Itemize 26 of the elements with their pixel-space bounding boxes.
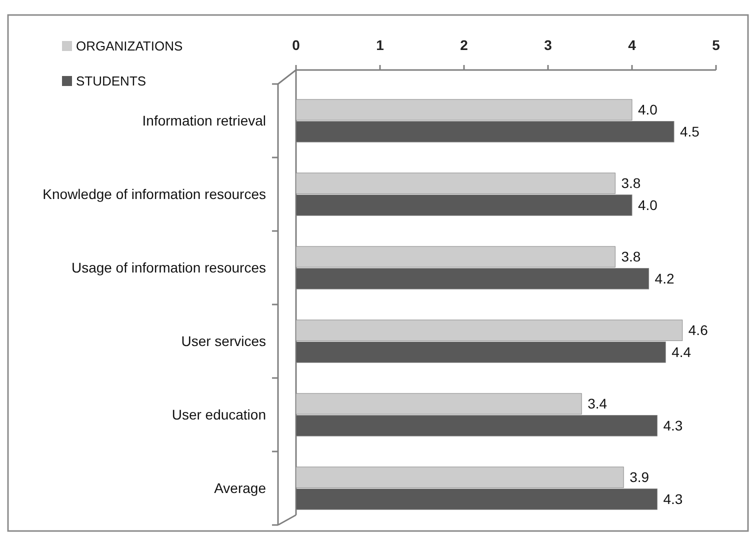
data-label: 4.3 — [663, 491, 683, 508]
y-tick-label: User services — [181, 333, 266, 350]
x-tick-label: 0 — [292, 37, 300, 53]
data-label: 4.0 — [638, 197, 658, 214]
y-tick-label: Usage of information resources — [71, 260, 266, 276]
y-tick-label: Knowledge of information resources — [42, 186, 266, 202]
data-label: 4.2 — [654, 270, 674, 287]
x-tick-label: 1 — [376, 37, 384, 53]
y-tick-label: Information retrieval — [142, 112, 266, 129]
x-tick-label: 3 — [544, 37, 552, 53]
data-label: 3.9 — [630, 469, 650, 486]
data-label: 4.6 — [688, 322, 708, 338]
x-tick-label: 2 — [460, 37, 468, 53]
data-label: 4.4 — [672, 344, 692, 360]
x-tick-label: 4 — [628, 37, 636, 53]
data-label: 3.8 — [621, 248, 641, 265]
legend-label: ORGANIZATIONS — [76, 38, 183, 54]
data-label: 4.3 — [663, 418, 683, 434]
data-label: 3.8 — [621, 175, 641, 192]
y-tick-label: User education — [172, 406, 266, 423]
data-label: 4.5 — [680, 124, 700, 140]
y-tick-label: Average — [214, 480, 266, 496]
x-tick-label: 5 — [712, 37, 720, 53]
data-label: 3.4 — [588, 396, 608, 412]
legend-label: STUDENTS — [76, 74, 146, 89]
data-label: 4.0 — [638, 102, 658, 118]
